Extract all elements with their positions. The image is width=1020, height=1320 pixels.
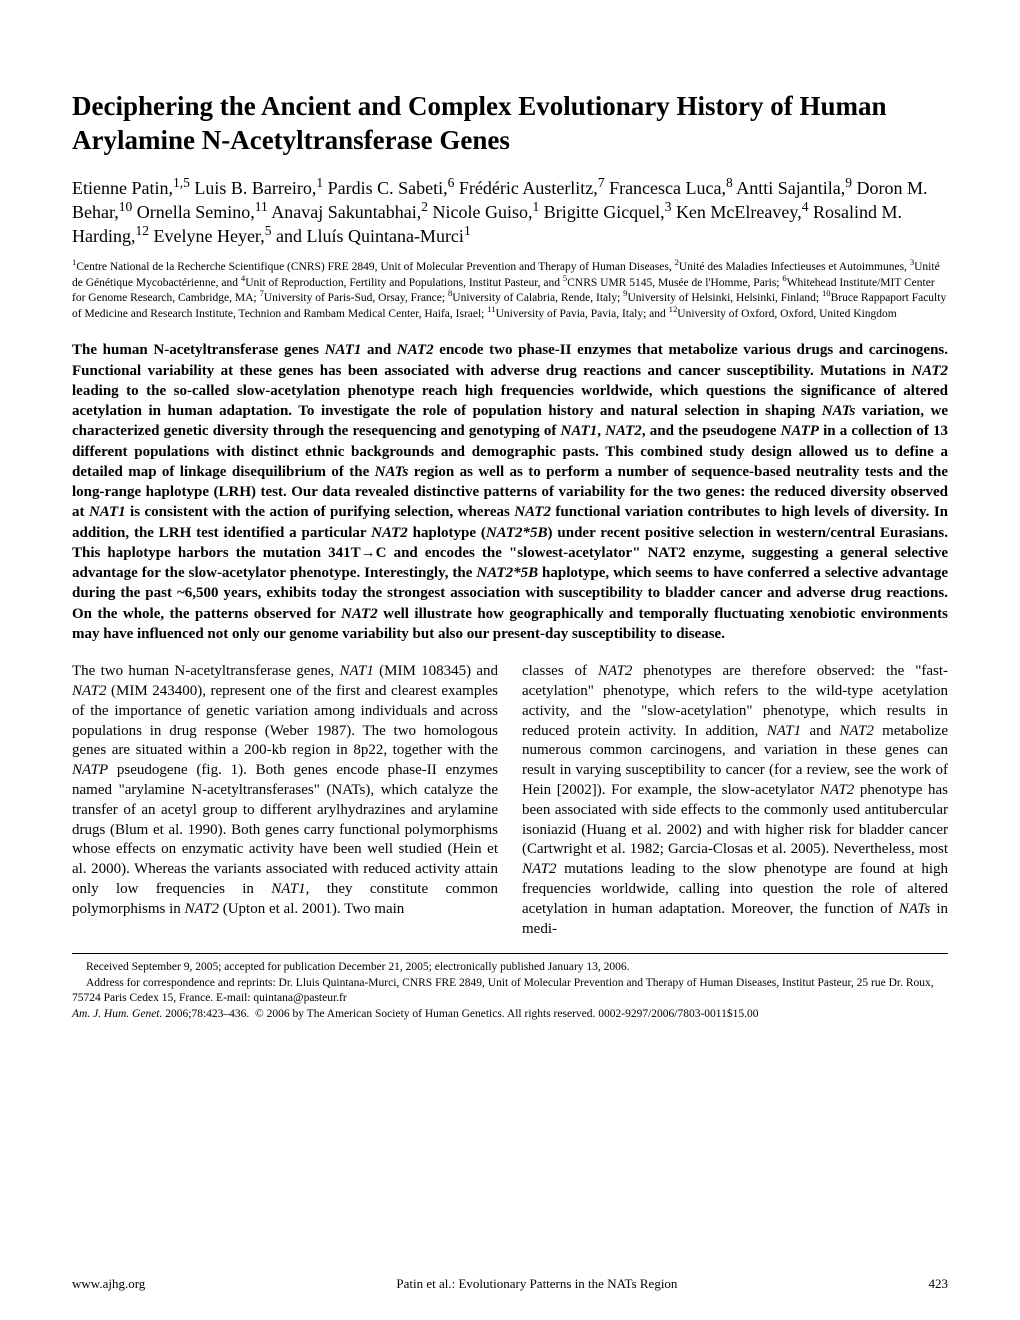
- footnote-correspondence: Address for correspondence and reprints:…: [72, 976, 948, 1007]
- authors-list: Etienne Patin,1,5 Luis B. Barreiro,1 Par…: [72, 176, 948, 249]
- footnotes: Received September 9, 2005; accepted for…: [72, 960, 948, 1022]
- footnote-citation: Am. J. Hum. Genet. 2006;78:423–436. © 20…: [72, 1007, 948, 1023]
- footnote-rule: [72, 953, 948, 954]
- article-title: Deciphering the Ancient and Complex Evol…: [72, 90, 948, 158]
- footer-url: www.ajhg.org: [72, 1276, 145, 1292]
- body-columns: The two human N-acetyltransferase genes,…: [72, 662, 948, 939]
- footnote-received: Received September 9, 2005; accepted for…: [72, 960, 948, 976]
- abstract: The human N-acetyltransferase genes NAT1…: [72, 340, 948, 644]
- footer-running-head: Patin et al.: Evolutionary Patterns in t…: [396, 1276, 677, 1292]
- body-column-left: The two human N-acetyltransferase genes,…: [72, 662, 498, 939]
- body-column-right: classes of NAT2 phenotypes are therefore…: [522, 662, 948, 939]
- footer-page-number: 423: [928, 1276, 948, 1292]
- page-footer: www.ajhg.org Patin et al.: Evolutionary …: [72, 1276, 948, 1292]
- affiliations: 1Centre National de la Recherche Scienti…: [72, 260, 948, 322]
